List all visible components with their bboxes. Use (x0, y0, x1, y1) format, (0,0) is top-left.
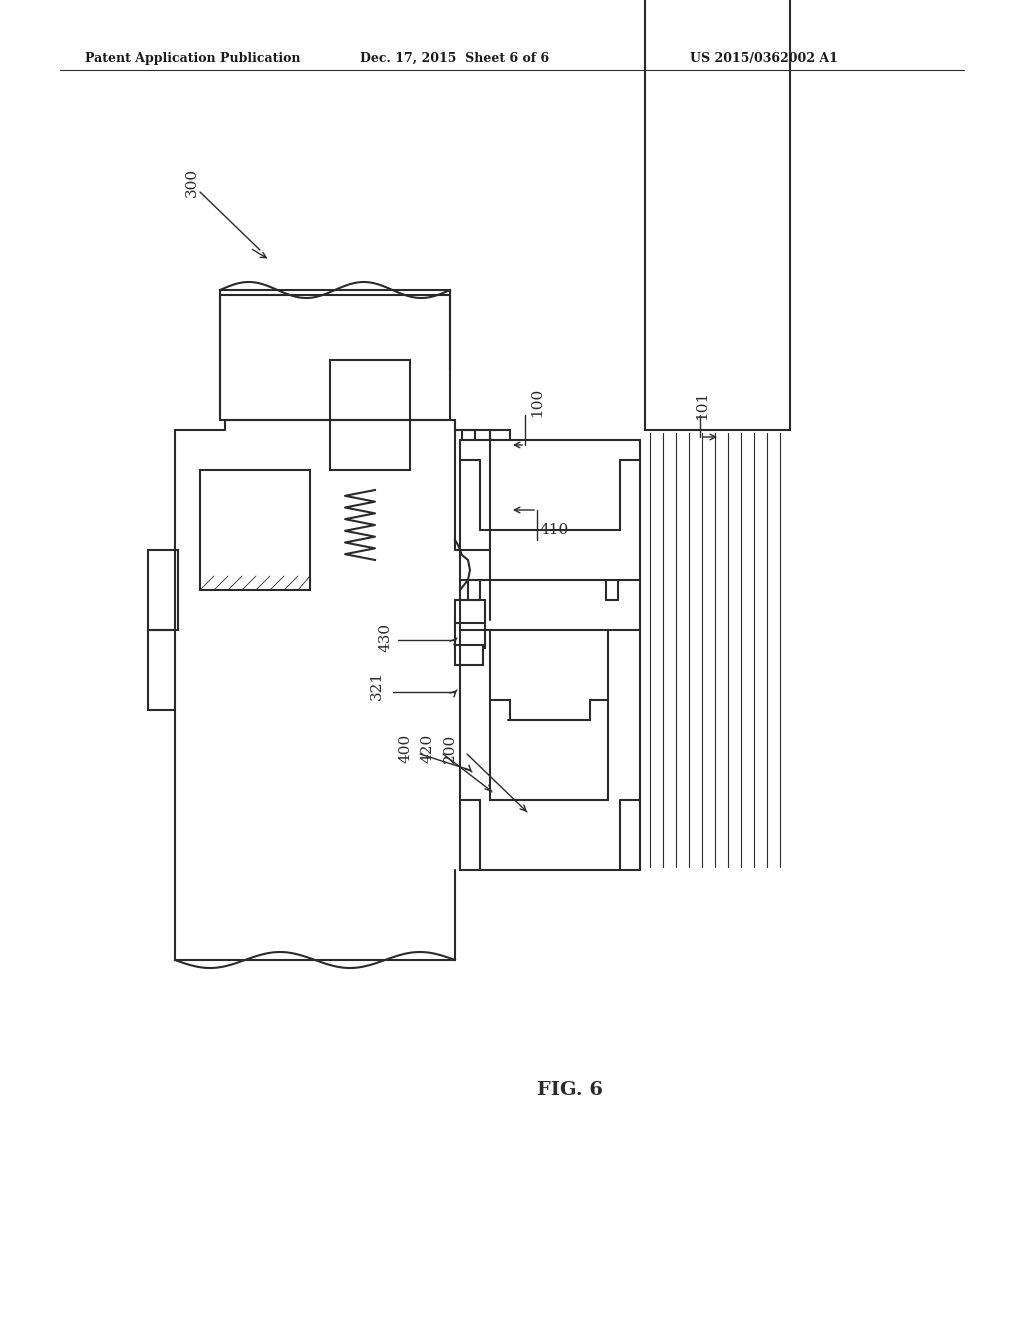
Text: 100: 100 (530, 387, 544, 417)
Text: 410: 410 (540, 523, 569, 537)
Bar (645, 0, 790, 430)
Bar (455, 645, 483, 665)
Text: Dec. 17, 2015  Sheet 6 of 6: Dec. 17, 2015 Sheet 6 of 6 (360, 51, 549, 65)
Text: 321: 321 (370, 671, 384, 700)
Text: 420: 420 (420, 734, 434, 763)
Text: US 2015/0362002 A1: US 2015/0362002 A1 (690, 51, 838, 65)
Bar (455, 601, 485, 624)
Bar (148, 550, 178, 630)
Bar (200, 470, 310, 590)
Bar (455, 623, 485, 648)
Text: 200: 200 (443, 734, 457, 763)
Text: Patent Application Publication: Patent Application Publication (85, 51, 300, 65)
Text: 300: 300 (185, 168, 199, 197)
Text: FIG. 6: FIG. 6 (537, 1081, 603, 1100)
Text: 400: 400 (398, 734, 412, 763)
Bar (330, 360, 410, 470)
Text: 101: 101 (695, 391, 709, 420)
Text: 430: 430 (378, 623, 392, 652)
